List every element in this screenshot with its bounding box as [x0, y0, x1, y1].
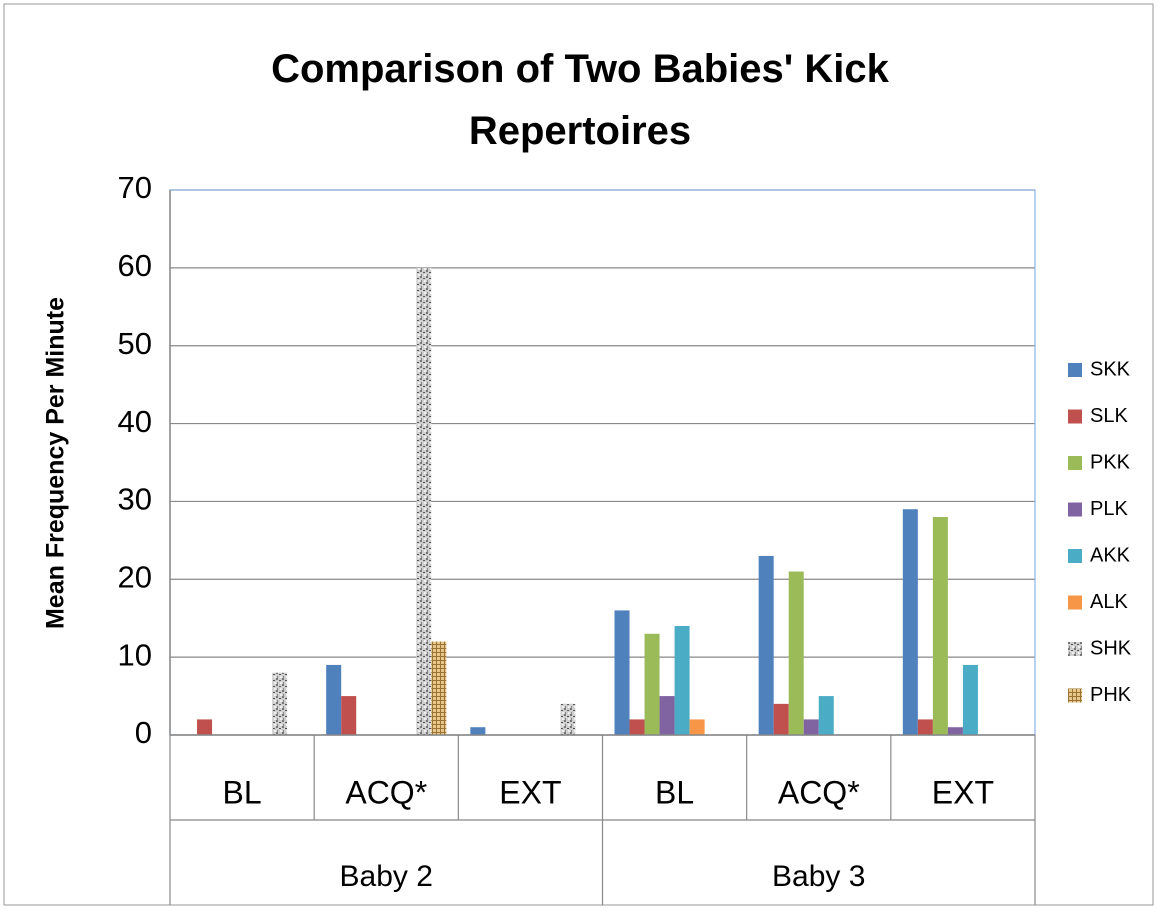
bar [470, 727, 486, 735]
chart-title: Comparison of Two Babies' Kick Repertoir… [271, 47, 889, 153]
y-tick-label: 60 [118, 248, 152, 283]
group-label: Baby 3 [772, 860, 865, 893]
legend-swatch [1068, 642, 1082, 656]
bar [902, 509, 918, 735]
y-tick-label: 50 [118, 326, 152, 361]
bar [917, 719, 933, 735]
bar [272, 672, 288, 735]
bar [614, 610, 630, 735]
bar [659, 696, 675, 735]
x-tick-label: BL [223, 774, 262, 810]
bar [689, 719, 705, 735]
bar [341, 696, 357, 735]
legend-swatch [1068, 549, 1082, 563]
bar [758, 555, 774, 735]
group-label: Baby 2 [340, 860, 433, 893]
legend-label: PHK [1090, 684, 1132, 706]
legend-label: ALK [1090, 591, 1128, 613]
bar [431, 641, 447, 735]
bar [962, 664, 978, 735]
bar [197, 719, 213, 735]
bar [416, 267, 432, 735]
bar [629, 719, 645, 735]
legend-label: PKK [1090, 451, 1131, 473]
bar [803, 719, 819, 735]
y-tick-label: 0 [135, 715, 152, 750]
x-tick-label: EXT [932, 774, 994, 810]
x-tick-label: ACQ* [778, 774, 860, 810]
legend-swatch [1068, 502, 1082, 517]
legend-swatch [1068, 688, 1082, 703]
bar [326, 664, 342, 735]
legend-label: PLK [1090, 498, 1128, 520]
y-tick-label: 20 [118, 559, 152, 594]
bar [932, 517, 948, 735]
legend-label: SLK [1090, 405, 1128, 427]
frame [3, 3, 1154, 906]
bar [674, 626, 690, 735]
y-tick-label: 70 [118, 170, 152, 205]
legend-label: SHK [1090, 637, 1132, 659]
legend-label: AKK [1090, 544, 1131, 566]
x-tick-label: ACQ* [345, 774, 427, 810]
bar [818, 696, 834, 735]
bar [560, 703, 576, 735]
legend-swatch [1068, 456, 1082, 470]
bar [773, 703, 789, 735]
y-axis-label: Mean Frequency Per Minute [42, 297, 70, 629]
x-tick-label: EXT [499, 774, 561, 810]
bar [947, 727, 963, 735]
bar [788, 571, 804, 735]
bar [644, 633, 660, 735]
y-tick-label: 40 [118, 404, 152, 439]
legend-swatch [1068, 595, 1082, 610]
y-tick-label: 30 [118, 482, 152, 517]
y-tick-label: 10 [118, 637, 152, 672]
x-tick-label: BL [655, 774, 694, 810]
legend-swatch [1068, 363, 1082, 377]
legend-swatch [1068, 409, 1082, 424]
legend-label: SKK [1090, 358, 1131, 380]
